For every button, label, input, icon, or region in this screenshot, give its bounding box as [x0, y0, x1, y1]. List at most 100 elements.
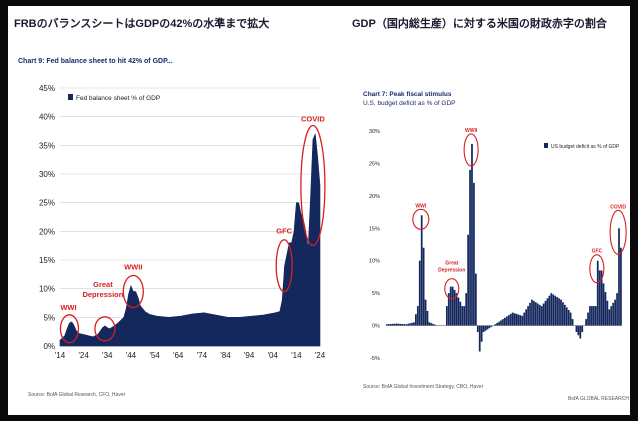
right-bar — [506, 316, 508, 325]
right-bar — [614, 300, 616, 326]
right-ytick-label: 15% — [369, 226, 380, 232]
right-bar — [471, 144, 473, 326]
right-bar — [461, 306, 463, 325]
right-bar — [479, 326, 481, 352]
right-bar — [421, 215, 423, 325]
right-ytick-label: -5% — [370, 356, 380, 362]
right-bar — [465, 293, 467, 325]
right-bar — [494, 324, 496, 325]
right-bar — [386, 324, 388, 325]
right-bar — [429, 322, 431, 325]
right-bar — [400, 324, 402, 326]
right-bar — [578, 326, 580, 336]
left-xtick-label: '14 — [55, 351, 66, 360]
left-legend-label: Fed balance sheet % of GDP — [76, 95, 160, 102]
left-xtick-label: '54 — [149, 351, 160, 360]
right-bar — [599, 270, 601, 325]
right-bar — [527, 306, 529, 325]
left-annotation-covid: COVID — [301, 114, 325, 123]
right-bar — [446, 306, 448, 325]
right-bar — [516, 314, 518, 326]
right-bar — [568, 310, 570, 326]
left-ytick-label: 10% — [39, 285, 55, 294]
right-bar — [475, 274, 477, 326]
right-bar — [392, 324, 394, 326]
right-bar — [529, 303, 531, 326]
right-source-brand: BofA GLOBAL RESEARCH — [568, 396, 629, 402]
right-bar — [595, 306, 597, 325]
right-ytick-label: 20% — [369, 194, 380, 200]
right-bar — [477, 326, 479, 332]
right-bar — [519, 315, 521, 325]
right-bar — [539, 305, 541, 326]
right-bar — [452, 287, 454, 326]
right-bar — [548, 296, 550, 326]
right-ytick-label: 25% — [369, 161, 380, 167]
right-bar — [533, 301, 535, 326]
right-bar — [566, 307, 568, 325]
right-ytick-label: 10% — [369, 259, 380, 265]
right-bar — [390, 324, 392, 326]
left-xtick-label: '04 — [268, 351, 279, 360]
right-bar — [521, 316, 523, 326]
right-bar — [485, 326, 487, 331]
left-annotation-depression-line2: Depression — [82, 290, 123, 299]
left-ytick-label: 15% — [39, 256, 55, 265]
right-bar — [620, 248, 622, 326]
right-bar — [560, 300, 562, 326]
right-bar — [454, 290, 456, 326]
left-ytick-label: 20% — [39, 227, 55, 236]
left-chart: 0% 5% 10% 15% 20% 25% 30% 35% 40% 45% '14 '24 '34 '44… — [8, 6, 630, 415]
right-bar — [587, 313, 589, 326]
right-bar — [552, 294, 554, 325]
right-bar — [490, 326, 492, 327]
left-legend-swatch — [68, 94, 73, 100]
right-bar — [463, 306, 465, 325]
right-bar — [564, 305, 566, 326]
right-ytick-label: 30% — [369, 129, 380, 135]
right-ytick-label: 0% — [372, 324, 380, 330]
right-bar — [591, 306, 593, 325]
right-bar — [496, 323, 498, 326]
right-bar — [514, 313, 516, 325]
left-annotation-depression-line1: Great — [93, 280, 113, 289]
right-bar — [489, 326, 491, 329]
right-bar — [481, 326, 483, 342]
left-xtick-label: '94 — [244, 351, 255, 360]
right-bar — [543, 304, 545, 326]
left-ytick-label: 5% — [43, 313, 55, 322]
right-bar — [608, 309, 610, 325]
left-ytick-label: 0% — [43, 342, 55, 351]
right-bar — [415, 314, 417, 325]
right-bar — [508, 315, 510, 325]
right-bar — [407, 324, 409, 326]
right-bar — [579, 326, 581, 339]
right-bar — [616, 293, 618, 325]
left-xtick-label: '74 — [197, 351, 208, 360]
right-bar — [388, 324, 390, 325]
right-bar — [498, 322, 500, 326]
right-bar — [512, 313, 514, 326]
left-ytick-label: 35% — [39, 141, 55, 150]
right-bar — [535, 302, 537, 325]
right-bar — [510, 314, 512, 326]
right-bar — [581, 326, 583, 332]
right-bar — [419, 261, 421, 326]
left-xtick-label: '24 — [315, 351, 326, 360]
right-bar — [618, 228, 620, 325]
right-bar — [612, 303, 614, 326]
right-annotation-depression-line2: Depression — [438, 268, 465, 274]
left-xtick-label: '34 — [102, 351, 113, 360]
right-bar — [460, 302, 462, 326]
right-bar — [597, 261, 599, 326]
right-bar — [467, 235, 469, 326]
right-bar — [550, 293, 552, 325]
right-annotation-covid: COVID — [610, 204, 626, 210]
right-bar — [576, 326, 578, 332]
right-bar — [473, 183, 475, 326]
right-bar — [394, 324, 396, 326]
screenshot-frame: FRBのバランスシートはGDPの42%の水準まで拡大 GDP（国内総生産）に対す… — [8, 6, 630, 415]
left-annotation-gfc: GFC — [276, 227, 292, 236]
right-bar — [531, 300, 533, 326]
right-bar — [432, 324, 434, 326]
